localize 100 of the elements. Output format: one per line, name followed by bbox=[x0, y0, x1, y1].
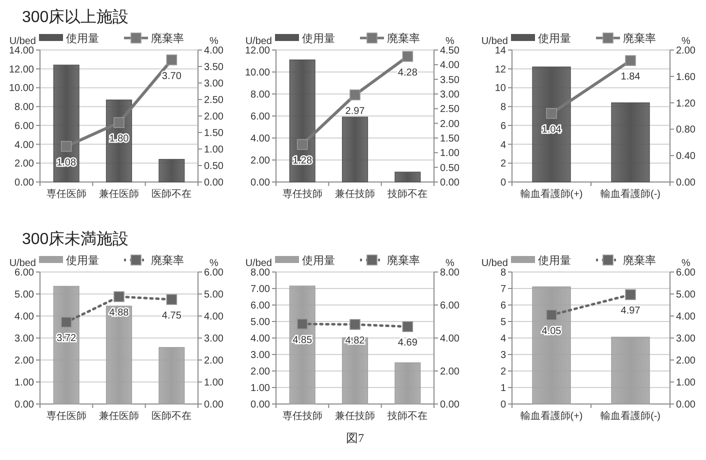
x-tick-label: 兼任医師 bbox=[99, 410, 139, 422]
y-tick-label: 10.00 bbox=[244, 68, 270, 78]
y2-tick-label: 1.60 bbox=[676, 72, 696, 83]
y2-tick-label: 0.50 bbox=[204, 161, 224, 172]
y2-tick-label: 4.00 bbox=[440, 60, 460, 72]
x-tick-label: 輸血看護師(+) bbox=[520, 410, 583, 422]
y-axis-title: U/bed bbox=[481, 258, 508, 269]
y2-tick-label: 1.20 bbox=[676, 98, 696, 110]
y2-tick-label: 6.00 bbox=[204, 268, 224, 278]
legend-label: 廃棄率 bbox=[151, 254, 184, 267]
y-tick-label: 14 bbox=[494, 46, 506, 56]
y2-tick-label: 1.00 bbox=[204, 144, 224, 156]
y-tick-label: 0.00 bbox=[14, 400, 34, 410]
data-label: 4.69 bbox=[398, 338, 418, 349]
y-tick-label: 6.00 bbox=[250, 112, 270, 122]
x-tick-label: 専任医師 bbox=[46, 410, 86, 422]
y-tick-label: 2 bbox=[500, 366, 506, 378]
y2-tick-label: 3.00 bbox=[440, 90, 460, 100]
point bbox=[296, 139, 308, 150]
legend-label: 廃棄率 bbox=[387, 32, 420, 45]
x-tick-label: 専任医師 bbox=[46, 188, 86, 200]
x-tick-label: 兼任医師 bbox=[99, 188, 139, 200]
data-label: 1.84 bbox=[620, 72, 641, 83]
y-axis-title: U/bed bbox=[245, 258, 272, 269]
y-tick-label: 4 bbox=[500, 334, 506, 344]
y-tick-label: 2.00 bbox=[250, 366, 270, 378]
y2-tick-label: 2.00 bbox=[440, 118, 460, 130]
y-tick-label: 2.00 bbox=[14, 158, 34, 170]
bar bbox=[53, 286, 80, 404]
legend-label: 使用量 bbox=[302, 255, 335, 267]
x-tick-label: 輸血看護師(-) bbox=[600, 410, 660, 422]
y-tick-label: 6 bbox=[500, 120, 506, 132]
chart-title: 300床未満施設 bbox=[22, 230, 129, 248]
y2-tick-label: 3.50 bbox=[440, 74, 460, 86]
y-tick-label: 4 bbox=[500, 140, 506, 151]
data-label: 4.85 bbox=[292, 334, 312, 346]
y2-tick-label: 6.00 bbox=[440, 300, 460, 312]
legend-label: 廃棄率 bbox=[151, 32, 184, 45]
y-tick-label: 8 bbox=[500, 268, 506, 278]
caption: 図7 bbox=[346, 431, 364, 445]
y2-tick-label: 0.00 bbox=[440, 178, 460, 188]
y-tick-label: 8 bbox=[500, 102, 506, 114]
y-tick-label: 4.00 bbox=[250, 334, 270, 344]
y2-tick-label: 5.00 bbox=[676, 290, 696, 300]
y-tick-label: 12 bbox=[494, 64, 506, 76]
x-tick-label: 技師不在 bbox=[386, 188, 428, 200]
bar bbox=[158, 347, 185, 404]
y-tick-label: 6.00 bbox=[250, 300, 270, 312]
y2-tick-label: 0.00 bbox=[440, 400, 460, 410]
y-tick-label: 5.00 bbox=[14, 290, 34, 300]
data-label: 4.88 bbox=[109, 308, 130, 319]
y2-tick-label: 4.00 bbox=[676, 312, 696, 322]
legend-label: 使用量 bbox=[66, 33, 99, 45]
y-tick-label: 8.00 bbox=[250, 268, 270, 278]
y-tick-label: 10.00 bbox=[8, 83, 34, 94]
y-tick-label: 14.00 bbox=[8, 46, 34, 56]
y-tick-label: 0.00 bbox=[14, 178, 34, 188]
y2-tick-label: 2.50 bbox=[440, 104, 460, 116]
y-tick-label: 3.00 bbox=[250, 350, 270, 361]
legend-label: 廃棄率 bbox=[387, 254, 420, 267]
y2-axis-title: % bbox=[210, 258, 219, 269]
y-tick-label: 0.00 bbox=[250, 400, 270, 410]
y-tick-label: 6.00 bbox=[14, 120, 34, 132]
y2-tick-label: 3.00 bbox=[204, 78, 224, 90]
y2-axis-title: % bbox=[682, 36, 691, 47]
data-label: 4.05 bbox=[542, 326, 562, 337]
x-tick-label: 専任技師 bbox=[282, 410, 322, 422]
legend-label: 使用量 bbox=[302, 33, 335, 45]
y-axis-title: U/bed bbox=[9, 258, 36, 269]
legend-label: 廃棄率 bbox=[623, 254, 656, 267]
bar bbox=[342, 116, 368, 182]
y2-tick-label: 4.00 bbox=[204, 312, 224, 322]
y-tick-label: 5 bbox=[500, 317, 506, 328]
data-label: 3.72 bbox=[56, 333, 76, 344]
bar bbox=[289, 60, 316, 182]
y-tick-label: 8.00 bbox=[250, 90, 270, 100]
y2-tick-label: 6.00 bbox=[676, 268, 696, 278]
bar bbox=[394, 172, 421, 182]
y-tick-label: 3 bbox=[500, 350, 506, 361]
bar bbox=[394, 362, 421, 404]
data-label: 2.97 bbox=[345, 106, 366, 117]
y2-tick-label: 3.50 bbox=[204, 62, 224, 73]
bar bbox=[158, 158, 185, 182]
y-tick-label: 5.00 bbox=[250, 317, 270, 328]
y-axis-title: U/bed bbox=[9, 36, 36, 47]
y-tick-label: 12.00 bbox=[8, 64, 34, 76]
data-label: 4.82 bbox=[345, 335, 366, 346]
y2-tick-label: 0.80 bbox=[676, 124, 696, 136]
y-tick-label: 4.00 bbox=[14, 140, 34, 151]
y2-tick-label: 2.00 bbox=[676, 356, 696, 366]
y2-tick-label: 2.00 bbox=[676, 46, 696, 56]
y-axis-title: U/bed bbox=[245, 36, 272, 47]
data-label: 4.75 bbox=[162, 310, 182, 322]
y2-tick-label: 2.00 bbox=[204, 112, 224, 122]
x-tick-label: 輸血看護師(-) bbox=[600, 188, 660, 200]
y-tick-label: 10 bbox=[494, 83, 506, 94]
y2-tick-label: 1.00 bbox=[204, 378, 224, 388]
y2-tick-label: 2.00 bbox=[440, 366, 460, 378]
point bbox=[166, 54, 178, 66]
bar bbox=[106, 306, 132, 404]
